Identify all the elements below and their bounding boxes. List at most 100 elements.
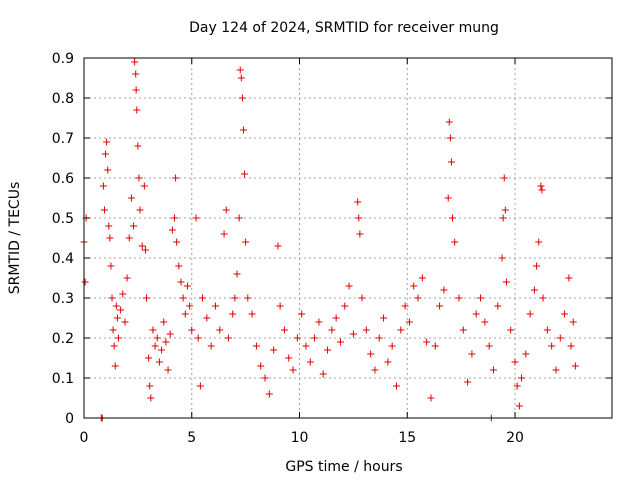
data-point <box>569 318 577 326</box>
data-point <box>147 394 155 402</box>
data-point <box>537 182 545 190</box>
data-point <box>499 214 507 222</box>
data-point <box>172 174 180 182</box>
data-point <box>511 358 519 366</box>
data-point <box>231 294 239 302</box>
data-point <box>196 382 204 390</box>
data-point <box>132 70 140 78</box>
data-point <box>561 310 569 318</box>
tick-marks <box>83 57 612 419</box>
y-tick-label: 0.4 <box>52 251 74 267</box>
data-point <box>164 366 172 374</box>
data-point <box>220 230 228 238</box>
gridlines <box>84 58 612 418</box>
data-point <box>444 194 452 202</box>
data-point <box>397 326 405 334</box>
data-point <box>311 334 319 342</box>
data-point <box>100 206 108 214</box>
data-point <box>136 206 144 214</box>
data-point <box>431 342 439 350</box>
data-point <box>494 302 502 310</box>
data-point <box>489 366 497 374</box>
data-point <box>501 206 509 214</box>
y-tick-label: 0.1 <box>52 371 74 387</box>
data-point <box>543 326 551 334</box>
data-point <box>414 294 422 302</box>
data-point <box>241 170 249 178</box>
data-point <box>507 326 515 334</box>
data-point <box>175 262 183 270</box>
data-point <box>392 382 400 390</box>
data-point <box>239 126 247 134</box>
plot-frame <box>83 57 613 419</box>
data-point <box>173 238 181 246</box>
data-point <box>332 314 340 322</box>
data-point <box>102 150 110 158</box>
data-point <box>110 342 118 350</box>
data-point <box>526 310 534 318</box>
data-point <box>319 370 327 378</box>
data-point <box>257 362 265 370</box>
data-point <box>565 274 573 282</box>
data-point <box>141 246 149 254</box>
data-point <box>166 330 174 338</box>
data-point <box>265 390 273 398</box>
data-point <box>114 334 122 342</box>
x-tick-label: 10 <box>291 430 309 446</box>
data-point <box>183 282 191 290</box>
data-point <box>449 214 457 222</box>
data-point <box>237 74 245 82</box>
data-point <box>274 242 282 250</box>
data-point <box>302 342 310 350</box>
x-tick-label: 20 <box>506 430 524 446</box>
data-point <box>121 318 129 326</box>
x-tick-labels: 0 5 10 15 20 <box>80 430 524 446</box>
data-point <box>464 378 472 386</box>
data-point <box>123 274 131 282</box>
data-point <box>530 286 538 294</box>
data-point <box>224 334 232 342</box>
data-point <box>401 302 409 310</box>
data-point <box>485 342 493 350</box>
data-point <box>477 294 485 302</box>
data-point <box>270 346 278 354</box>
x-axis-label: GPS time / hours <box>285 459 402 475</box>
data-point <box>345 282 353 290</box>
data-point <box>199 294 207 302</box>
data-point <box>111 362 119 370</box>
data-point <box>207 342 215 350</box>
data-point <box>298 310 306 318</box>
data-point <box>142 294 150 302</box>
data-point <box>131 58 139 66</box>
data-point <box>468 350 476 358</box>
data-point <box>236 66 244 74</box>
data-point <box>539 294 547 302</box>
data-point <box>155 358 163 366</box>
data-point <box>418 274 426 282</box>
data-point <box>445 118 453 126</box>
data-point <box>242 238 250 246</box>
data-point <box>135 174 143 182</box>
data-point <box>127 194 135 202</box>
y-tick-label: 0 <box>65 411 74 427</box>
data-point <box>481 318 489 326</box>
data-point <box>103 138 111 146</box>
data-point <box>423 338 431 346</box>
data-point <box>244 294 252 302</box>
data-point <box>105 222 113 230</box>
y-tick-labels: 0 0.1 0.2 0.3 0.4 0.5 0.6 0.7 0.8 0.9 <box>52 51 74 427</box>
data-point <box>349 330 357 338</box>
data-point <box>153 334 161 342</box>
data-point <box>358 294 366 302</box>
data-point <box>388 342 396 350</box>
data-point <box>459 326 467 334</box>
data-point <box>380 314 388 322</box>
data-point <box>108 294 116 302</box>
data-point <box>192 214 200 222</box>
data-point <box>336 338 344 346</box>
data-point <box>405 318 413 326</box>
data-point <box>410 282 418 290</box>
data-point <box>216 326 224 334</box>
data-point <box>384 358 392 366</box>
